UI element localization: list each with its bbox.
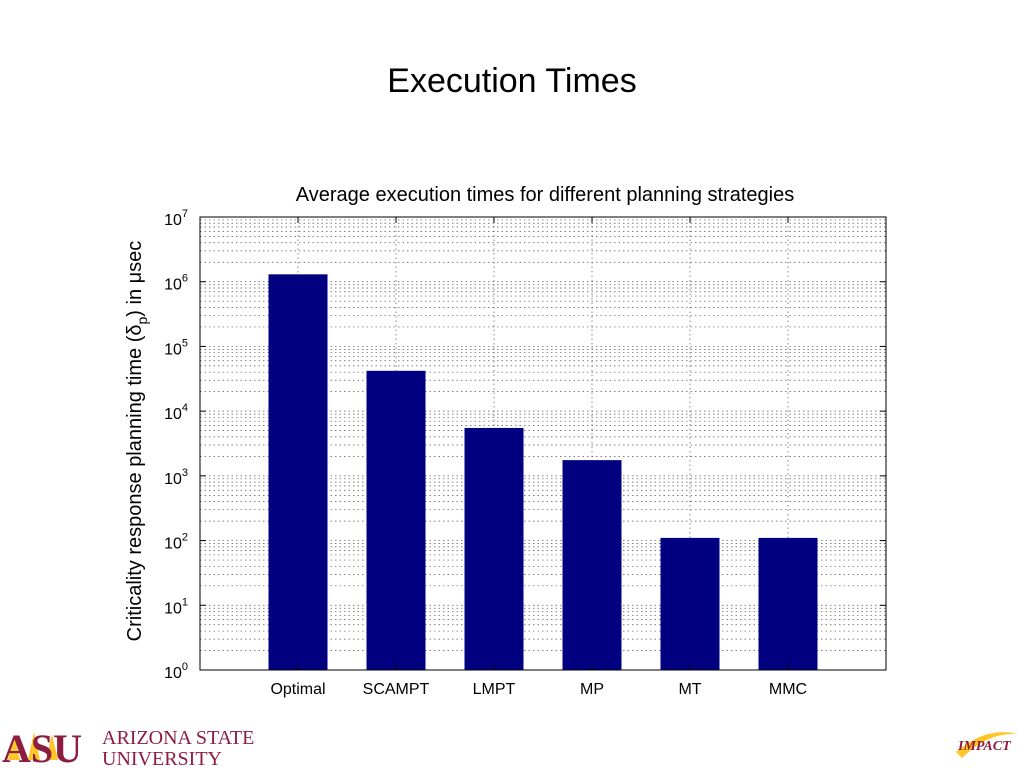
y-tick-label: 105 (164, 337, 188, 358)
x-tick-label: SCAMPT (363, 681, 430, 698)
tick-layer: Optimal SCAMPT LMPT MP MT MMC 100 101 102 103 104 1… (164, 208, 886, 698)
bar-mt (660, 537, 720, 670)
y-tick-label: 102 (164, 532, 188, 553)
x-tick-label: MMC (769, 681, 807, 698)
y-tick-label: 106 (164, 273, 188, 294)
x-tick-label: Optimal (270, 681, 325, 698)
y-tick-label: 100 (164, 661, 188, 682)
y-axis-label-delta: δ (124, 324, 146, 335)
y-tick-label: 104 (164, 402, 188, 423)
impact-text: IMPACT (957, 739, 1012, 754)
impact-logo: IMPACT (956, 732, 1018, 758)
y-tick-label: 107 (164, 208, 188, 229)
bar-optimal (268, 274, 328, 670)
x-tick-label: LMPT (473, 681, 516, 698)
chart-title: Average execution times for different pl… (296, 184, 794, 206)
asu-sunburst-icon (8, 732, 58, 760)
bar-lmpt (464, 427, 524, 670)
bar-chart: Average execution times for different pl… (124, 184, 887, 698)
y-tick-label: 103 (164, 467, 188, 488)
y-axis-label-subscript: p (134, 316, 150, 324)
slide-title: Execution Times (387, 62, 637, 100)
asu-name-line2: UNIVERSITY (102, 748, 222, 768)
bar-scampt (366, 370, 426, 670)
asu-logo: ASU ARIZONA STATE UNIVERSITY (2, 726, 254, 768)
y-tick-label: 101 (164, 596, 188, 617)
bar-mmc (758, 537, 818, 670)
x-tick-label: MT (678, 681, 701, 698)
impact-swoosh-icon (956, 732, 1018, 758)
bar-layer (268, 274, 818, 670)
plot-frame (199, 216, 887, 671)
bar-mp (562, 460, 622, 670)
y-axis-label-part1: Criticality response planning time ( (124, 335, 146, 641)
asu-mark: ASU (2, 726, 82, 768)
y-axis-label: Criticality response planning time (δp) … (124, 241, 150, 642)
y-axis-label-part2: ) in μsec (124, 241, 146, 317)
x-tick-label: MP (580, 681, 604, 698)
asu-name-line1: ARIZONA STATE (102, 727, 254, 749)
